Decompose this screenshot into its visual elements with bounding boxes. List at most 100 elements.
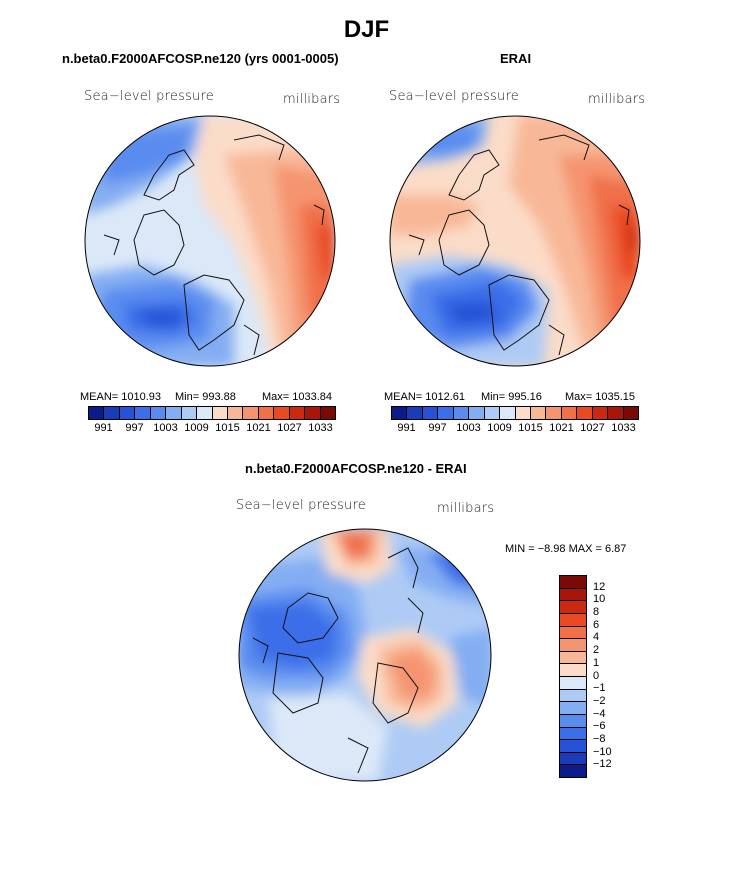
panel2-colorbar-swatch: [453, 407, 470, 419]
panel2-colorbar-swatch: [438, 407, 454, 419]
panel1-colorbar-swatch: [150, 407, 167, 419]
panel2-colorbar-swatch: [530, 407, 547, 419]
panel1-colorbar-swatch: [181, 407, 198, 419]
panel2-colorbar-swatch: [546, 407, 562, 419]
panel3-colorbar-tick: −4: [593, 707, 606, 720]
panel2-colorbar-tick: 997: [428, 422, 447, 434]
panel3-colorbar-tick: −8: [593, 732, 606, 745]
panel1-colorbar-swatch: [289, 407, 306, 419]
panel3-colorbar-swatch: [560, 576, 586, 589]
panel1-units-label: millibars: [283, 92, 341, 107]
panel1-colorbar-tick: 1033: [308, 422, 333, 434]
panel1-colorbar-tick: 1021: [246, 422, 271, 434]
panel3-colorbar-tick: −10: [593, 745, 612, 758]
panel1-colorbar-swatch: [305, 407, 321, 419]
panel3-title: n.beta0.F2000AFCOSP.ne120 - ERAI: [245, 461, 467, 476]
panel3-colorbar-swatch: [560, 677, 586, 690]
panel2-colorbar-swatch: [592, 407, 609, 419]
panel1-colorbar-swatch: [89, 407, 105, 419]
panel3-colorbar-tick: −6: [593, 720, 606, 733]
panel3-colorbar-swatch: [560, 714, 586, 728]
panel3-colorbar-swatch: [560, 651, 586, 665]
panel1-variable-label: Sea−level pressure: [84, 89, 214, 104]
panel1-colorbar-tick: 997: [125, 422, 144, 434]
panel3-colorbar-tick: 10: [593, 593, 606, 606]
panel3-colorbar-swatch: [560, 727, 586, 741]
panel3-colorbar-swatch: [560, 765, 586, 777]
panel2-colorbar-tick: 1033: [611, 422, 636, 434]
panel2-max: Max= 1035.15: [565, 391, 636, 403]
panel3-colorbar-tick: 1: [593, 656, 600, 669]
panel1-colorbar-tick: 1015: [215, 422, 240, 434]
panel3-colorbar-tick: 12: [593, 580, 606, 593]
panel1-colorbar-swatch: [135, 407, 151, 419]
panel3-colorbar-swatch: [560, 613, 586, 627]
panel3-colorbar-swatch: [560, 752, 586, 766]
panel2-mean: MEAN= 1012.61: [384, 391, 466, 403]
panel1-title: n.beta0.F2000AFCOSP.ne120 (yrs 0001-0005…: [62, 51, 339, 66]
panel1-colorbar-swatch: [119, 407, 136, 419]
panel1-polar-map: [84, 115, 336, 367]
panel1-colorbar-tick: 1027: [277, 422, 302, 434]
panel1-colorbar-swatch: [320, 407, 335, 419]
panel2-colorbar-swatch: [608, 407, 624, 419]
panel2-colorbar-swatch: [484, 407, 501, 419]
panel3-colorbar-tick: 4: [593, 631, 600, 644]
panel2-colorbar-swatch: [407, 407, 423, 419]
panel1-colorbar-swatch: [258, 407, 275, 419]
panel3-colorbar-tick: 6: [593, 618, 600, 631]
figure-title: DJF: [343, 16, 390, 43]
panel1-colorbar-swatch: [227, 407, 244, 419]
panel3-colorbar-swatch: [560, 588, 586, 602]
panel1-mean: MEAN= 1010.93: [80, 391, 162, 403]
panel3-polar-map: [238, 528, 492, 782]
panel2-colorbar-tick: 1003: [456, 422, 481, 434]
panel1-max: Max= 1033.84: [262, 391, 333, 403]
panel2-colorbar-swatch: [561, 407, 578, 419]
panel2-colorbar: 991 997 1003 1009 1015 1021 1027 1033: [391, 406, 639, 436]
panel3-colorbar-swatch: [560, 689, 586, 703]
panel3-minmax: MIN = −8.98 MAX = 6.87: [505, 543, 627, 555]
panel1-min: Min= 993.88: [175, 391, 236, 403]
panel2-title: ERAI: [500, 51, 532, 66]
panel2-colorbar-tick: 1015: [518, 422, 543, 434]
panel1-colorbar-tick: 1009: [184, 422, 209, 434]
panel3-colorbar-swatch: [560, 740, 586, 753]
panel1-colorbar-swatch: [197, 407, 213, 419]
panel2-colorbar-swatch: [515, 407, 531, 419]
panel2-colorbar-tick: 1009: [487, 422, 512, 434]
panel3-colorbar: [559, 575, 587, 778]
panel3-colorbar-swatch: [560, 702, 586, 715]
panel2-colorbar-swatch: [500, 407, 516, 419]
panel3-colorbar-tick: 2: [593, 644, 600, 657]
panel2-colorbar-tick: 1027: [580, 422, 605, 434]
panel1-colorbar: 991 997 1003 1009 1015 1021 1027 1033: [88, 406, 336, 436]
panel2-min: Min= 995.16: [481, 391, 542, 403]
panel3-colorbar-swatch: [560, 639, 586, 652]
panel3-colorbar-swatch: [560, 626, 586, 640]
panel3-colorbar-tick: −12: [593, 758, 612, 771]
panel1-colorbar-swatch: [243, 407, 259, 419]
panel3-variable-label: Sea−level pressure: [236, 498, 366, 513]
panel1-colorbar-tick: 1003: [153, 422, 178, 434]
panel2-colorbar-tick: 1021: [549, 422, 574, 434]
panel1-colorbar-tick: 991: [94, 422, 113, 434]
panel3-colorbar-swatch: [560, 601, 586, 614]
panel2-variable-label: Sea−level pressure: [389, 89, 519, 104]
panel3-colorbar-tick: 0: [593, 669, 600, 682]
panel2-polar-map: [389, 115, 641, 367]
panel2-colorbar-tick: 991: [397, 422, 416, 434]
panel2-units-label: millibars: [588, 92, 646, 107]
panel2-colorbar-swatch: [577, 407, 593, 419]
panel1-colorbar-swatch: [274, 407, 290, 419]
panel1-colorbar-swatch: [212, 407, 228, 419]
panel3-colorbar-ticks: 12 10 8 6 4 2 1 0 −1 −2 −4 −6 −8 −10 −12: [593, 575, 633, 778]
panel3-colorbar-swatch: [560, 664, 586, 677]
panel3-colorbar-tick: −2: [593, 694, 606, 707]
panel2-colorbar-swatch: [392, 407, 408, 419]
panel1-colorbar-swatch: [166, 407, 182, 419]
panel1-colorbar-swatch: [104, 407, 120, 419]
panel2-colorbar-swatch: [623, 407, 638, 419]
panel2-colorbar-swatch: [422, 407, 439, 419]
panel3-colorbar-tick: −1: [593, 682, 606, 695]
